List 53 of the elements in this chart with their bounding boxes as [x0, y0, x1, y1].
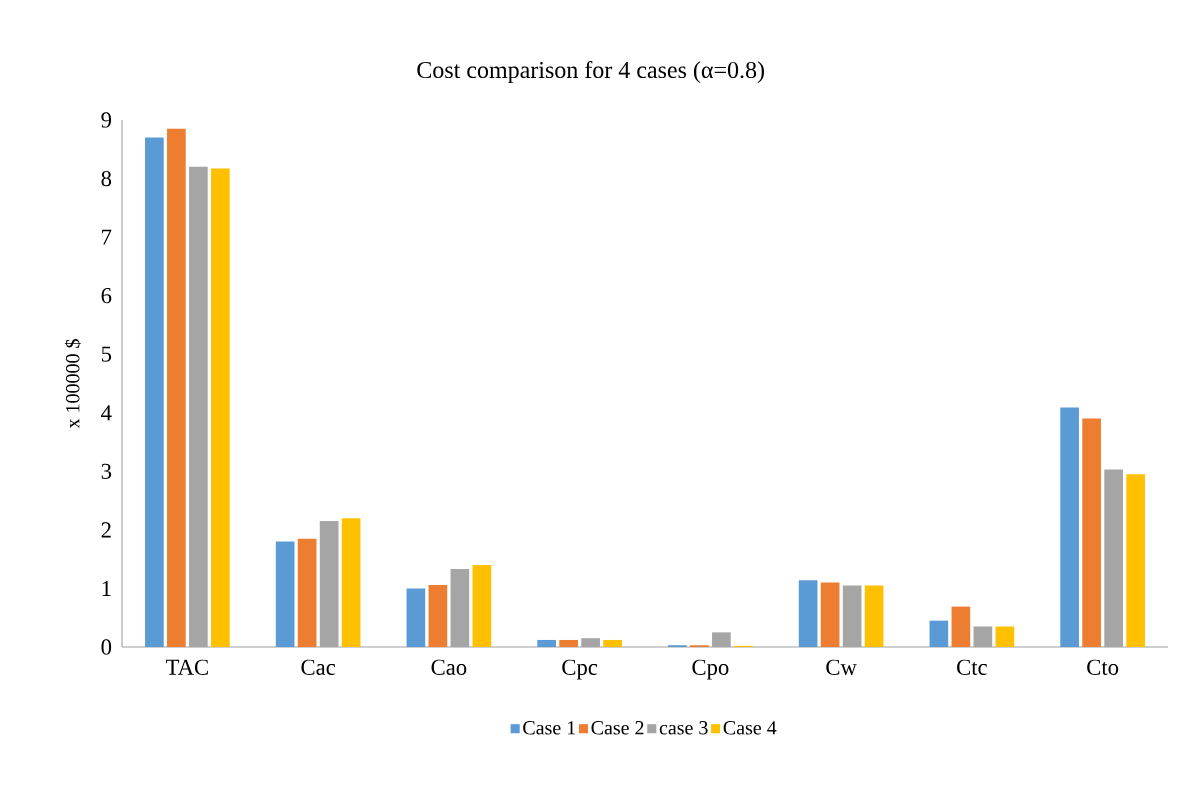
bar: [842, 585, 862, 647]
bar: [995, 626, 1015, 647]
bar: [472, 565, 492, 647]
x-tick-label: Ctc: [957, 659, 987, 675]
x-tick-label: Cao: [431, 659, 467, 675]
y-tick-label: 6: [101, 288, 112, 304]
x-tick-label: Cpo: [692, 659, 729, 680]
bar: [167, 128, 186, 647]
y-tick-label: 9: [101, 112, 112, 128]
x-tick-label: Cw: [826, 659, 857, 675]
bar: [559, 639, 578, 647]
bar: [275, 541, 295, 647]
bar: [211, 168, 230, 647]
y-tick-label: 4: [101, 405, 112, 421]
legend-label: Case 2: [591, 721, 644, 735]
bar: [603, 639, 622, 647]
bar: [1126, 474, 1145, 647]
bar: [319, 521, 339, 647]
y-tick-label: 0: [101, 639, 112, 655]
x-tick-label: TAC: [166, 659, 208, 675]
bar: [145, 137, 164, 647]
x-tick-label: Cpc: [562, 659, 598, 680]
bar: [189, 166, 208, 647]
bar: [297, 538, 317, 647]
bar: [406, 588, 426, 647]
bar: [864, 585, 884, 647]
x-tick-label: Cac: [301, 659, 336, 675]
bar: [537, 639, 556, 647]
x-tick-label: Cto: [1087, 659, 1119, 675]
bar: [820, 582, 840, 647]
y-tick-label: 7: [102, 229, 112, 245]
y-tick-label: 1: [102, 580, 111, 596]
bar: [1060, 407, 1079, 647]
bar: [929, 620, 949, 647]
chart-title: Cost comparison for 4 cases (α=0.8): [417, 60, 764, 83]
y-axis-title: x 100000 $: [64, 339, 81, 429]
bar: [951, 606, 971, 647]
bar: [712, 632, 731, 647]
legend-label: case 3: [659, 721, 708, 735]
bar: [581, 638, 600, 647]
bar: [428, 584, 448, 647]
legend-label: Case 1: [523, 721, 576, 735]
bar: [1104, 469, 1123, 647]
bar: [973, 626, 993, 647]
y-tick-label: 5: [101, 346, 112, 362]
bar: [450, 569, 470, 647]
y-tick-label: 8: [101, 170, 112, 187]
legend-label: Case 4: [723, 721, 777, 735]
bar: [798, 580, 818, 647]
y-tick-label: 3: [101, 463, 112, 479]
bar: [341, 518, 361, 647]
y-tick-label: 2: [101, 522, 111, 538]
bar: [1082, 418, 1101, 647]
